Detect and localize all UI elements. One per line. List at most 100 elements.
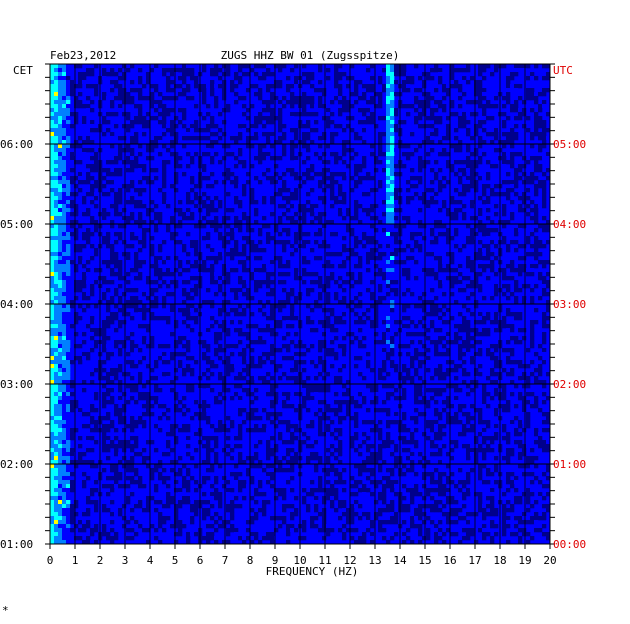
heatmap-cell <box>402 216 407 221</box>
heatmap-cell <box>434 388 439 393</box>
heatmap-cell <box>154 168 159 173</box>
heatmap-cell <box>534 248 539 253</box>
heatmap-cell <box>170 272 175 277</box>
heatmap-cell <box>450 292 455 297</box>
heatmap-cell <box>526 188 531 193</box>
heatmap-cell <box>170 140 175 145</box>
heatmap-cell <box>330 220 335 225</box>
heatmap-cell <box>226 172 231 177</box>
heatmap-cell <box>166 256 171 261</box>
heatmap-cell <box>330 328 335 333</box>
heatmap-cell <box>542 92 547 97</box>
heatmap-cell <box>406 196 411 201</box>
heatmap-cell <box>454 68 459 73</box>
heatmap-cell <box>162 172 167 177</box>
heatmap-cell <box>522 420 527 425</box>
heatmap-cell <box>94 340 99 345</box>
heatmap-cell <box>206 240 211 245</box>
heatmap-cell <box>134 348 139 353</box>
heatmap-cell <box>126 384 131 389</box>
heatmap-cell <box>466 320 471 325</box>
heatmap-cell <box>526 180 531 185</box>
heatmap-cell <box>542 244 547 249</box>
heatmap-cell <box>270 348 275 353</box>
heatmap-cell <box>58 160 63 165</box>
heatmap-cell <box>534 280 539 285</box>
heatmap-cell <box>470 312 475 317</box>
heatmap-cell <box>466 284 471 289</box>
heatmap-cell <box>274 184 279 189</box>
heatmap-cell <box>470 76 475 81</box>
heatmap-cell <box>290 100 295 105</box>
heatmap-cell <box>246 332 251 337</box>
heatmap-cell <box>58 264 63 269</box>
heatmap-cell <box>390 184 395 189</box>
heatmap-cell <box>438 336 443 341</box>
heatmap-cell <box>62 244 67 249</box>
heatmap-cell <box>190 248 195 253</box>
heatmap-cell <box>50 140 55 145</box>
heatmap-cell <box>202 416 207 421</box>
heatmap-cell <box>250 380 255 385</box>
heatmap-cell <box>338 420 343 425</box>
heatmap-cell <box>150 336 155 341</box>
heatmap-cell <box>470 164 475 169</box>
heatmap-cell <box>506 340 511 345</box>
heatmap-cell <box>506 284 511 289</box>
heatmap-cell <box>390 204 395 209</box>
heatmap-cell <box>130 216 135 221</box>
heatmap-cell <box>546 292 551 297</box>
heatmap-cell <box>514 232 519 237</box>
heatmap-cell <box>90 192 95 197</box>
heatmap-cell <box>394 388 399 393</box>
heatmap-cell <box>242 164 247 169</box>
heatmap-cell <box>386 412 391 417</box>
heatmap-cell <box>154 64 159 69</box>
heatmap-cell <box>194 124 199 129</box>
heatmap-cell <box>522 336 527 341</box>
heatmap-cell <box>166 80 171 85</box>
heatmap-cell <box>50 364 55 369</box>
heatmap-cell <box>114 172 119 177</box>
heatmap-cell <box>386 224 391 229</box>
heatmap-cell <box>234 76 239 81</box>
heatmap-cell <box>506 116 511 121</box>
heatmap-cell <box>330 264 335 269</box>
heatmap-cell <box>430 148 435 153</box>
heatmap-cell <box>390 188 395 193</box>
heatmap-cell <box>442 148 447 153</box>
heatmap-cell <box>534 92 539 97</box>
heatmap-cell <box>150 104 155 109</box>
heatmap-cell <box>138 96 143 101</box>
heatmap-cell <box>454 376 459 381</box>
heatmap-cell <box>514 152 519 157</box>
heatmap-cell <box>386 96 391 101</box>
heatmap-cell <box>478 364 483 369</box>
heatmap-cell <box>50 408 55 413</box>
heatmap-cell <box>318 276 323 281</box>
heatmap-cell <box>58 248 63 253</box>
heatmap-cell <box>462 216 467 221</box>
heatmap-cell <box>154 104 159 109</box>
heatmap-cell <box>102 344 107 349</box>
heatmap-cell <box>330 352 335 357</box>
heatmap-cell <box>278 232 283 237</box>
heatmap-cell <box>526 300 531 305</box>
heatmap-cell <box>102 96 107 101</box>
heatmap-cell <box>522 364 527 369</box>
heatmap-cell <box>162 412 167 417</box>
heatmap-cell <box>294 100 299 105</box>
heatmap-cell <box>202 408 207 413</box>
heatmap-cell <box>230 232 235 237</box>
heatmap-cell <box>466 384 471 389</box>
heatmap-cell <box>58 424 63 429</box>
heatmap-cell <box>282 104 287 109</box>
heatmap-cell <box>106 412 111 417</box>
heatmap-cell <box>494 380 499 385</box>
heatmap-cell <box>286 396 291 401</box>
heatmap-cell <box>506 356 511 361</box>
heatmap-cell <box>250 200 255 205</box>
heatmap-cell <box>218 300 223 305</box>
heatmap-cell <box>266 72 271 77</box>
heatmap-cell <box>206 176 211 181</box>
